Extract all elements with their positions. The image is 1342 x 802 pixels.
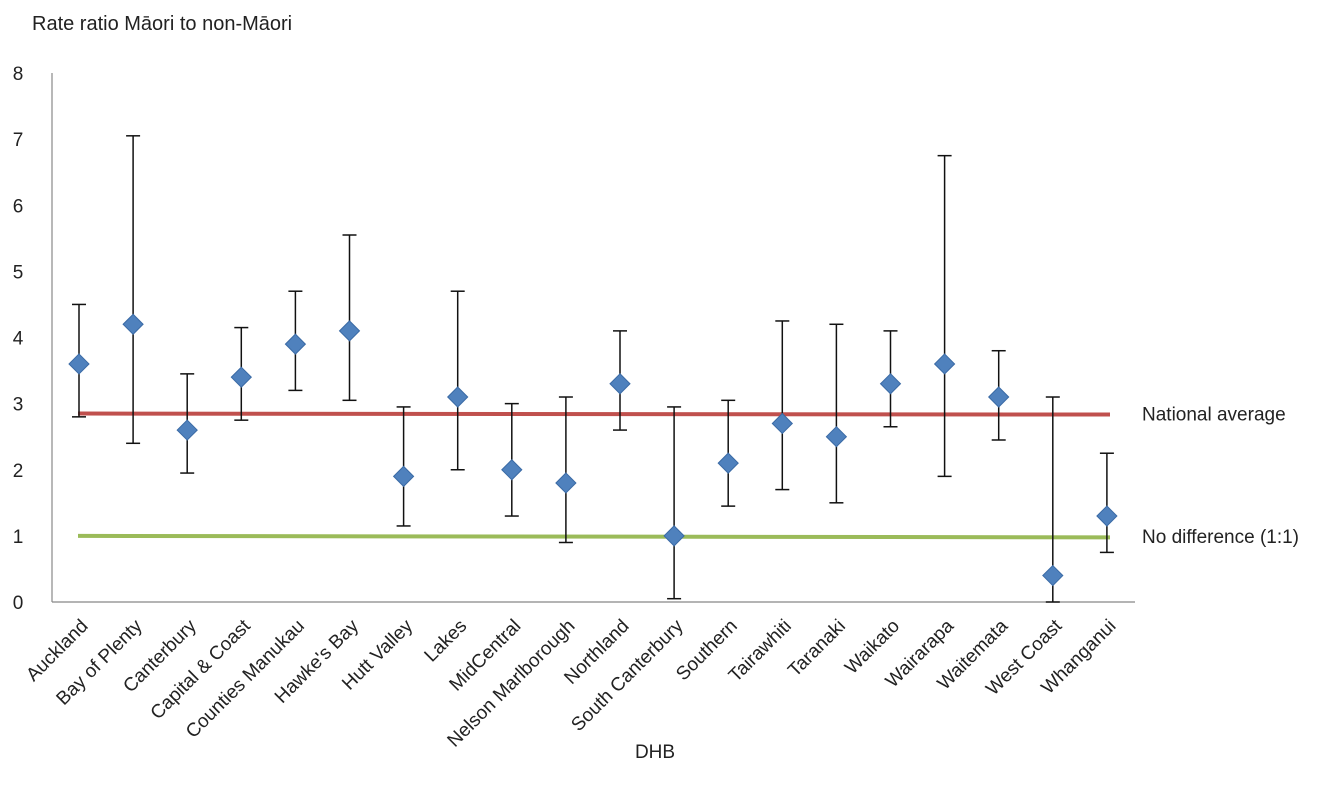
y-tick-label: 4 (13, 329, 24, 350)
y-tick-label: 8 (13, 64, 24, 85)
reference-lines: National average No difference (1:1) (77, 405, 1299, 548)
data-point (663, 525, 685, 547)
y-tick-label: 1 (13, 527, 24, 548)
y-tick-label: 3 (13, 395, 24, 416)
reference-line-label: No difference (1:1) (1142, 527, 1299, 548)
data-point (176, 419, 198, 441)
y-tick-label: 0 (13, 593, 24, 614)
y-tick-label: 5 (13, 262, 24, 283)
data-point (68, 353, 90, 375)
data-point (1042, 564, 1064, 587)
data-point (1096, 505, 1118, 527)
reference-line (77, 533, 1111, 540)
data-point (392, 465, 415, 488)
data-point (717, 452, 739, 474)
data-point (501, 459, 523, 481)
reference-line-label: National average (1142, 405, 1286, 426)
category-label: Lakes (421, 616, 472, 667)
y-tick-label: 2 (13, 461, 24, 482)
category-label: Taranaki (784, 616, 850, 682)
data-point (230, 366, 253, 388)
data-point (609, 373, 631, 395)
data-point (338, 320, 361, 342)
error-bars (72, 135, 1114, 603)
x-axis-label: DHB (635, 742, 675, 763)
y-ticks: 0 1 2 3 4 5 6 7 8 (13, 64, 24, 614)
markers (68, 313, 1118, 587)
data-point (933, 353, 956, 375)
data-point (122, 313, 144, 335)
y-axis-label: Rate ratio Māori to non-Māori (32, 13, 292, 35)
data-point (284, 333, 307, 355)
y-tick-label: 6 (13, 196, 24, 217)
data-point (987, 386, 1010, 408)
reference-line (77, 411, 1111, 417)
data-point (825, 425, 848, 448)
y-tick-label: 7 (13, 130, 24, 151)
data-point (879, 373, 902, 395)
data-point (771, 412, 794, 435)
data-point (555, 472, 577, 494)
data-point (446, 386, 469, 408)
